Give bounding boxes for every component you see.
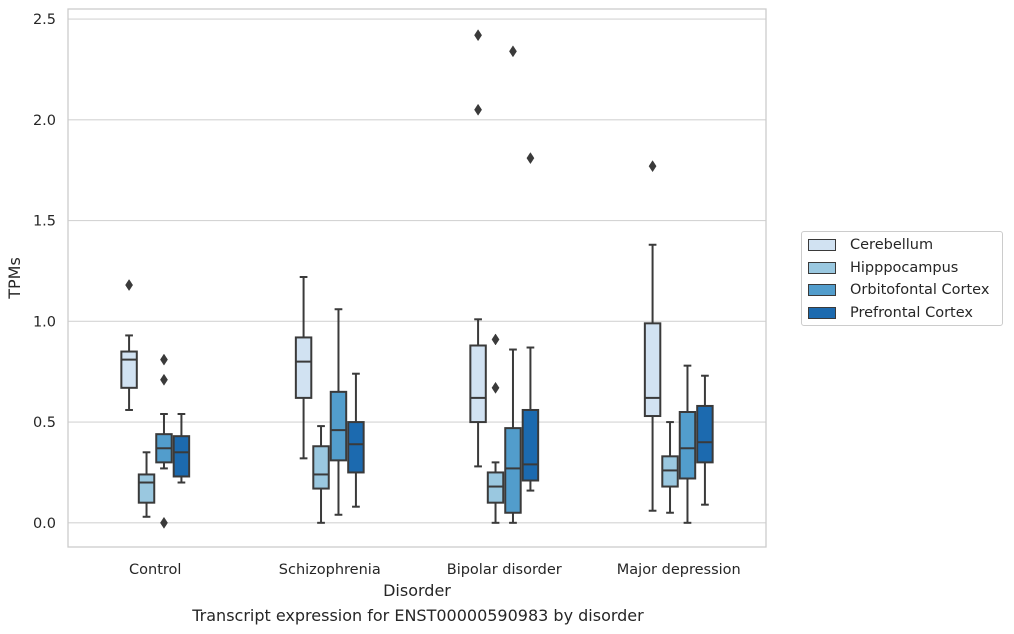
x-axis-label: Disorder [383, 581, 451, 600]
legend: Cerebellum Hipppocampus Orbitofontal Corte… [801, 231, 1003, 326]
outlier-point [160, 516, 168, 529]
iqr-box [312, 445, 330, 490]
box-group [521, 152, 540, 492]
iqr-box [486, 471, 505, 504]
outlier-point [648, 160, 657, 173]
iqr-box [504, 427, 522, 514]
y-tick-label: 1.5 [33, 214, 56, 230]
legend-item: Hipppocampus [808, 258, 958, 278]
legend-item: Prefrontal Cortex [808, 303, 973, 323]
iqr-box [329, 390, 348, 462]
box-group [120, 279, 138, 411]
outlier-point [474, 103, 482, 116]
legend-swatch [808, 239, 836, 251]
iqr-box [521, 408, 540, 482]
box-group [155, 353, 173, 529]
outlier-point [526, 152, 535, 165]
x-tick-label: Schizophrenia [279, 562, 381, 578]
outlier-point [125, 279, 133, 292]
y-tick-label: 2.0 [33, 113, 56, 129]
legend-swatch [808, 306, 836, 319]
legend-swatch [808, 261, 836, 274]
iqr-box [137, 473, 156, 504]
legend-item: Orbitofontal Cortex [808, 280, 989, 300]
x-tick-label: Bipolar disorder [447, 562, 562, 578]
plot-frame [67, 8, 767, 548]
box-group [678, 364, 697, 524]
box-group [137, 451, 156, 518]
box-group [172, 413, 191, 484]
iqr-box [294, 336, 313, 399]
legend-item: Cerebellum [808, 235, 933, 255]
box-group [312, 425, 330, 524]
iqr-box [469, 344, 487, 424]
iqr-box [678, 410, 697, 480]
legend-label: Cerebellum [850, 237, 934, 253]
box-group [347, 372, 365, 508]
legend-label: Hipppocampus [850, 259, 959, 276]
box-group [504, 45, 522, 524]
outlier-point [509, 45, 517, 58]
grid-lines [68, 18, 766, 524]
iqr-box [347, 421, 365, 474]
y-tick-label: 0.0 [33, 516, 56, 532]
y-tick-label: 1.0 [33, 314, 56, 330]
boxes [120, 29, 714, 529]
outlier-point [491, 333, 500, 346]
iqr-box [120, 350, 138, 389]
legend-label: Orbitofontal Cortex [850, 282, 990, 298]
y-tick-label: 0.5 [33, 415, 56, 431]
x-tick-labels: Control Schizophrenia Bipolar disorder Majo… [129, 562, 741, 578]
iqr-box [172, 435, 191, 478]
x-tick-label: Major depression [617, 562, 741, 578]
box-group [486, 333, 505, 524]
iqr-box [696, 404, 714, 464]
chart-caption: Transcript expression for ENST0000059098… [192, 606, 644, 625]
box-group [469, 29, 487, 468]
outlier-point [474, 29, 482, 42]
box-group [643, 160, 662, 512]
box-group [696, 374, 714, 506]
outlier-point [160, 373, 168, 386]
iqr-box [661, 455, 679, 488]
x-tick-label: Control [129, 562, 181, 578]
y-axis-label: TPMs [5, 257, 24, 300]
legend-label: Prefrontal Cortex [850, 304, 973, 321]
outlier-point [491, 381, 500, 394]
box-group [661, 421, 679, 514]
box-group [294, 275, 313, 460]
outlier-point [160, 353, 168, 366]
y-tick-labels: 0.0 0.5 1.0 1.5 2.0 2.5 [33, 12, 56, 532]
iqr-box [643, 322, 662, 418]
box-group [329, 308, 348, 516]
y-tick-label: 2.5 [33, 12, 56, 28]
legend-swatch [808, 284, 836, 296]
